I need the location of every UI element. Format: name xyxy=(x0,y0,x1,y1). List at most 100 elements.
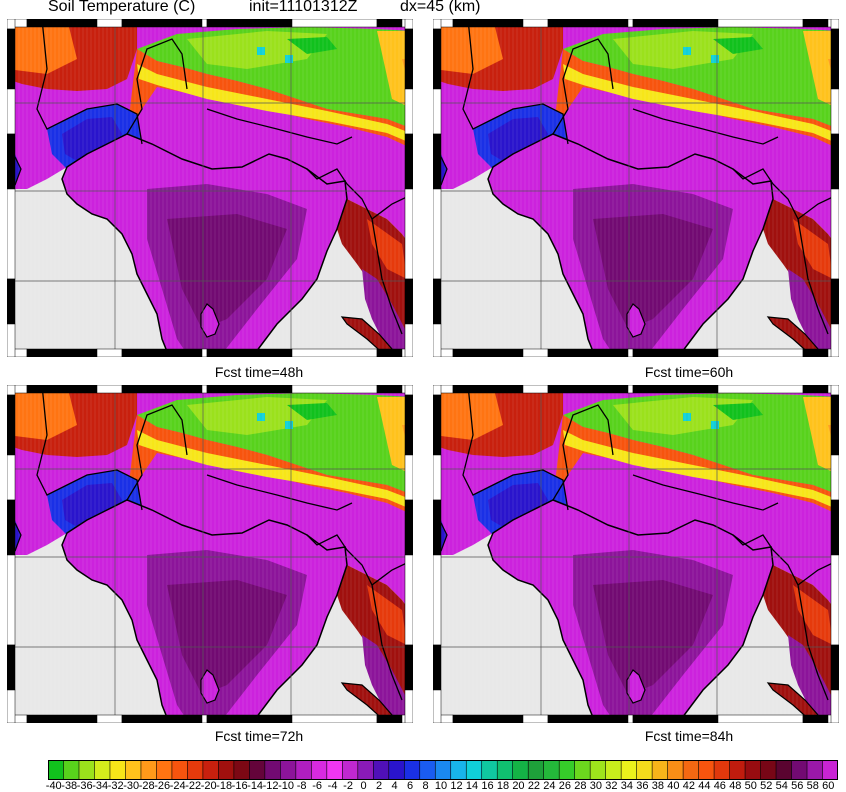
frame-tick-top xyxy=(206,385,293,394)
frame-tick-right xyxy=(404,394,413,456)
frame-tick-top xyxy=(802,385,829,394)
east-hot-core xyxy=(367,585,407,645)
soil-temperature-map xyxy=(433,19,839,357)
frame-tick-bottom xyxy=(26,714,98,723)
map-panel-2 xyxy=(433,19,839,357)
colorbar-box xyxy=(512,760,529,780)
colorbar-box xyxy=(729,760,746,780)
colorbar-box xyxy=(605,760,622,780)
colorbar-tick-label: 56 xyxy=(791,780,804,792)
colorbar-box xyxy=(636,760,653,780)
colorbar-box xyxy=(404,760,421,780)
eastern-border xyxy=(306,168,403,335)
frame-tick-top xyxy=(802,19,829,28)
colorbar-tick-label: -18 xyxy=(216,780,233,792)
colorbar-tick-label: -32 xyxy=(107,780,124,792)
colorbar-tick-label: 8 xyxy=(422,780,429,792)
colorbar-tick-label: -8 xyxy=(296,780,307,792)
frame-tick-right xyxy=(830,394,839,456)
colorbar-tick-label: 22 xyxy=(527,780,541,792)
colorbar-box xyxy=(342,760,359,780)
colorbar-tick-label: 20 xyxy=(512,780,525,792)
colorbar-box xyxy=(295,760,312,780)
frame-tick-left xyxy=(7,689,16,723)
eastern-border xyxy=(732,534,829,701)
frame-tick-bottom xyxy=(96,348,123,357)
frame-tick-right xyxy=(404,88,413,135)
frame-tick-top xyxy=(627,385,634,394)
colorbar-tick-label: 26 xyxy=(558,780,572,792)
colorbar-tick-label: -38 xyxy=(61,780,78,792)
colorbar-box xyxy=(326,760,343,780)
country-border xyxy=(487,133,774,357)
colorbar-tick-label: 34 xyxy=(620,780,633,792)
himalaya-gradient xyxy=(127,49,413,149)
frame-tick-bottom xyxy=(206,714,293,723)
colorbar-tick-label: -24 xyxy=(169,780,186,792)
colorbar-tick-label: 32 xyxy=(605,780,618,792)
colorbar-tick-label: 4 xyxy=(391,780,398,792)
frame-tick-left xyxy=(433,188,442,280)
frame-tick-bottom xyxy=(547,714,629,723)
frame-tick-left xyxy=(7,133,16,190)
colorbar-box xyxy=(63,760,80,780)
frame-tick-left xyxy=(433,499,442,556)
frame-tick-right xyxy=(404,689,413,723)
island-border xyxy=(200,303,220,338)
frame-tick-left xyxy=(433,689,442,723)
colorbar-box xyxy=(311,760,328,780)
colorbar-box xyxy=(450,760,467,780)
frame-tick-right xyxy=(404,499,413,556)
frame-tick-left xyxy=(7,88,16,135)
colorbar-tick-label: -4 xyxy=(327,780,338,792)
frame-tick-top xyxy=(291,19,378,28)
frame-tick-right xyxy=(830,689,839,723)
political-border xyxy=(36,19,143,145)
coast-border xyxy=(14,522,22,552)
india-deep-core xyxy=(167,580,287,695)
island-border xyxy=(200,669,220,704)
colorbar-box xyxy=(745,760,762,780)
political-border xyxy=(36,385,143,511)
east-warm-strip xyxy=(803,397,839,475)
colorbar-tick-label: -10 xyxy=(278,780,295,792)
colorbar-tick-label: -20 xyxy=(200,780,217,792)
southeast-peninsula xyxy=(788,635,839,723)
colorbar-tick-label: -14 xyxy=(247,780,264,792)
east-hot-core xyxy=(793,219,833,279)
island-border xyxy=(766,316,824,357)
frame-tick-top xyxy=(522,385,549,394)
colorbar-box xyxy=(419,760,436,780)
colorbar-box xyxy=(574,760,591,780)
grid-spacing-label: dx=45 (km) xyxy=(400,0,481,15)
colorbar-tick-label: 24 xyxy=(543,780,556,792)
eastern-border xyxy=(306,534,403,701)
colorbar-box xyxy=(280,760,297,780)
colorbar-tick-label: 36 xyxy=(636,780,649,792)
colorbar-box xyxy=(791,760,808,780)
frame-tick-left xyxy=(433,644,442,691)
colorbar-tick-label: 46 xyxy=(713,780,726,792)
colorbar-box xyxy=(559,760,576,780)
sumatra-island xyxy=(768,317,823,357)
frame-tick-right xyxy=(404,188,413,280)
frame-tick-bottom xyxy=(452,714,524,723)
frame-tick-left xyxy=(433,454,442,501)
india-deep-core xyxy=(167,214,287,329)
frame-tick-right xyxy=(830,499,839,556)
frame-tick-left xyxy=(7,644,16,691)
political-border xyxy=(462,385,569,511)
srilanka-island xyxy=(201,304,219,337)
nepal-border xyxy=(632,474,779,511)
frame-tick-right xyxy=(830,188,839,280)
srilanka-island xyxy=(627,670,645,703)
frame-tick-bottom xyxy=(121,348,203,357)
tibet-coldest-core xyxy=(713,403,763,420)
colorbar-tick-label: 60 xyxy=(822,780,835,792)
soil-temperature-map xyxy=(433,385,839,723)
frame-tick-bottom xyxy=(291,348,378,357)
cyan-cell xyxy=(711,421,719,429)
nepal-border xyxy=(632,108,779,145)
colorbar-tick-label: 44 xyxy=(698,780,711,792)
colorbar-box xyxy=(543,760,560,780)
